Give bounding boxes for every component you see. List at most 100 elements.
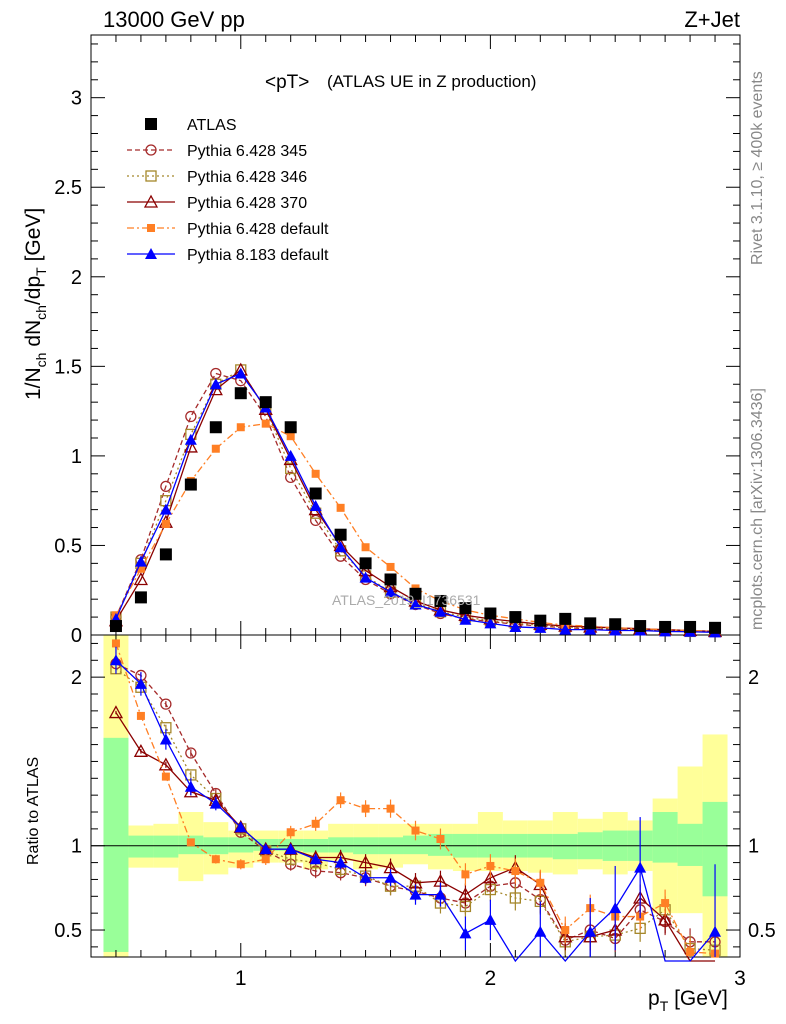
ratio-point: [386, 804, 395, 813]
legend-label: Pythia 6.428 346: [187, 169, 307, 186]
ratio-point: [133, 743, 149, 757]
ratio-point: [411, 826, 420, 835]
data-point: [310, 514, 322, 527]
ratio-point: [111, 639, 120, 648]
data-point: [534, 621, 547, 633]
y-tick-label-ratio-left: 0.5: [54, 920, 82, 942]
legend-label: Pythia 6.428 370: [187, 195, 307, 212]
data-point: [261, 419, 270, 428]
ratio-point: [311, 819, 320, 828]
data-point: [284, 421, 297, 434]
ratio-point: [686, 947, 695, 956]
y-tick-label-top: 1.5: [54, 356, 82, 378]
data-point: [359, 557, 372, 570]
inner-band-bin: [228, 837, 254, 853]
chart-subtitle: (ATLAS UE in Z production): [327, 72, 536, 91]
y-tick-label-top: 0.5: [54, 535, 82, 557]
data-point: [284, 449, 297, 461]
ratio-point: [661, 899, 670, 908]
energy-label: 13000 GeV pp: [103, 7, 245, 32]
ratio-point: [186, 838, 195, 847]
ratio-point: [309, 853, 322, 865]
y-tick-label-top: 0: [71, 625, 82, 647]
data-point: [210, 367, 222, 380]
ratio-point: [108, 705, 124, 719]
data-point: [259, 396, 272, 409]
data-point: [134, 591, 147, 604]
data-point: [659, 620, 672, 633]
y-tick-label-top: 1: [71, 446, 82, 468]
ratio-point: [534, 925, 547, 937]
data-point: [434, 605, 447, 617]
x-tick-label: 1: [235, 967, 247, 990]
ratio-point: [136, 711, 145, 720]
data-point: [309, 487, 322, 500]
data-point: [509, 620, 522, 632]
series-layer: [108, 362, 723, 963]
ratio-point: [434, 888, 447, 900]
ratio-point: [286, 828, 295, 837]
data-point: [236, 423, 245, 432]
data-point: [459, 602, 472, 615]
data-point: [134, 555, 147, 567]
data-point: [584, 617, 597, 630]
inner-band-bin: [328, 837, 354, 853]
ratio-point: [484, 913, 497, 925]
ratio-point: [261, 855, 270, 864]
ratio-line: [115, 668, 716, 951]
legend-marker: [145, 144, 157, 156]
ratio-point: [358, 855, 373, 869]
data-point: [286, 432, 295, 441]
ratio-point: [185, 747, 197, 759]
x-tick-label: 3: [734, 967, 746, 990]
ratio-line: [115, 643, 716, 955]
data-point: [386, 562, 395, 571]
series-pythia-8-183-default: [109, 367, 722, 638]
data-point: [285, 471, 297, 484]
ratio-point: [458, 887, 473, 901]
data-point: [384, 586, 397, 598]
data-point: [534, 614, 547, 627]
y-tick-label-ratio-left: 2: [71, 667, 82, 689]
legend: ATLAS Pythia 6.428 345 Pythia 6.428 346 Pyt…: [127, 117, 329, 264]
inner-band-bin: [403, 835, 428, 855]
data-point: [434, 594, 447, 607]
y-tick-label-ratio-right: 2: [748, 667, 759, 689]
ratio-series-pythia-6-428-default: [111, 639, 720, 958]
data-point: [459, 613, 472, 625]
ratio-point: [436, 834, 445, 843]
y-axis-title-ratio: Ratio to ATLAS: [25, 757, 42, 865]
y-tick-label-ratio-right: 0.5: [748, 920, 776, 942]
inner-band-bin: [153, 835, 179, 858]
data-point: [161, 519, 170, 528]
ratio-point: [486, 861, 495, 870]
ratio-series-pythia-6-428-345: [110, 658, 721, 956]
ratio-point: [561, 926, 570, 935]
data-point: [136, 564, 145, 573]
analysis-watermark: ATLAS_2019_I1736531: [332, 592, 481, 608]
data-point: [384, 573, 397, 586]
data-point: [184, 478, 197, 491]
ratio-point: [409, 888, 422, 900]
rivet-label: Rivet 3.1.10, ≥ 400k events: [749, 71, 766, 265]
data-point: [211, 444, 220, 453]
ratio-point: [584, 925, 597, 937]
data-point: [209, 378, 222, 390]
y-tick-label-top: 2: [71, 267, 82, 289]
data-point: [634, 620, 647, 633]
ratio-point: [134, 677, 147, 689]
ratio-line: [115, 659, 716, 963]
ratio-point: [259, 843, 272, 855]
legend-marker: [147, 224, 155, 232]
ratio-panel-frame: [90, 634, 741, 958]
ratio-point: [161, 772, 170, 781]
data-point: [336, 503, 345, 512]
ratio-point: [209, 797, 222, 809]
ratio-point: [334, 856, 347, 868]
data-point: [359, 571, 372, 583]
ratio-point: [536, 878, 545, 887]
data-point: [509, 611, 522, 624]
y-tick-label-ratio-right: 1: [748, 836, 759, 858]
ratio-point: [459, 927, 472, 939]
